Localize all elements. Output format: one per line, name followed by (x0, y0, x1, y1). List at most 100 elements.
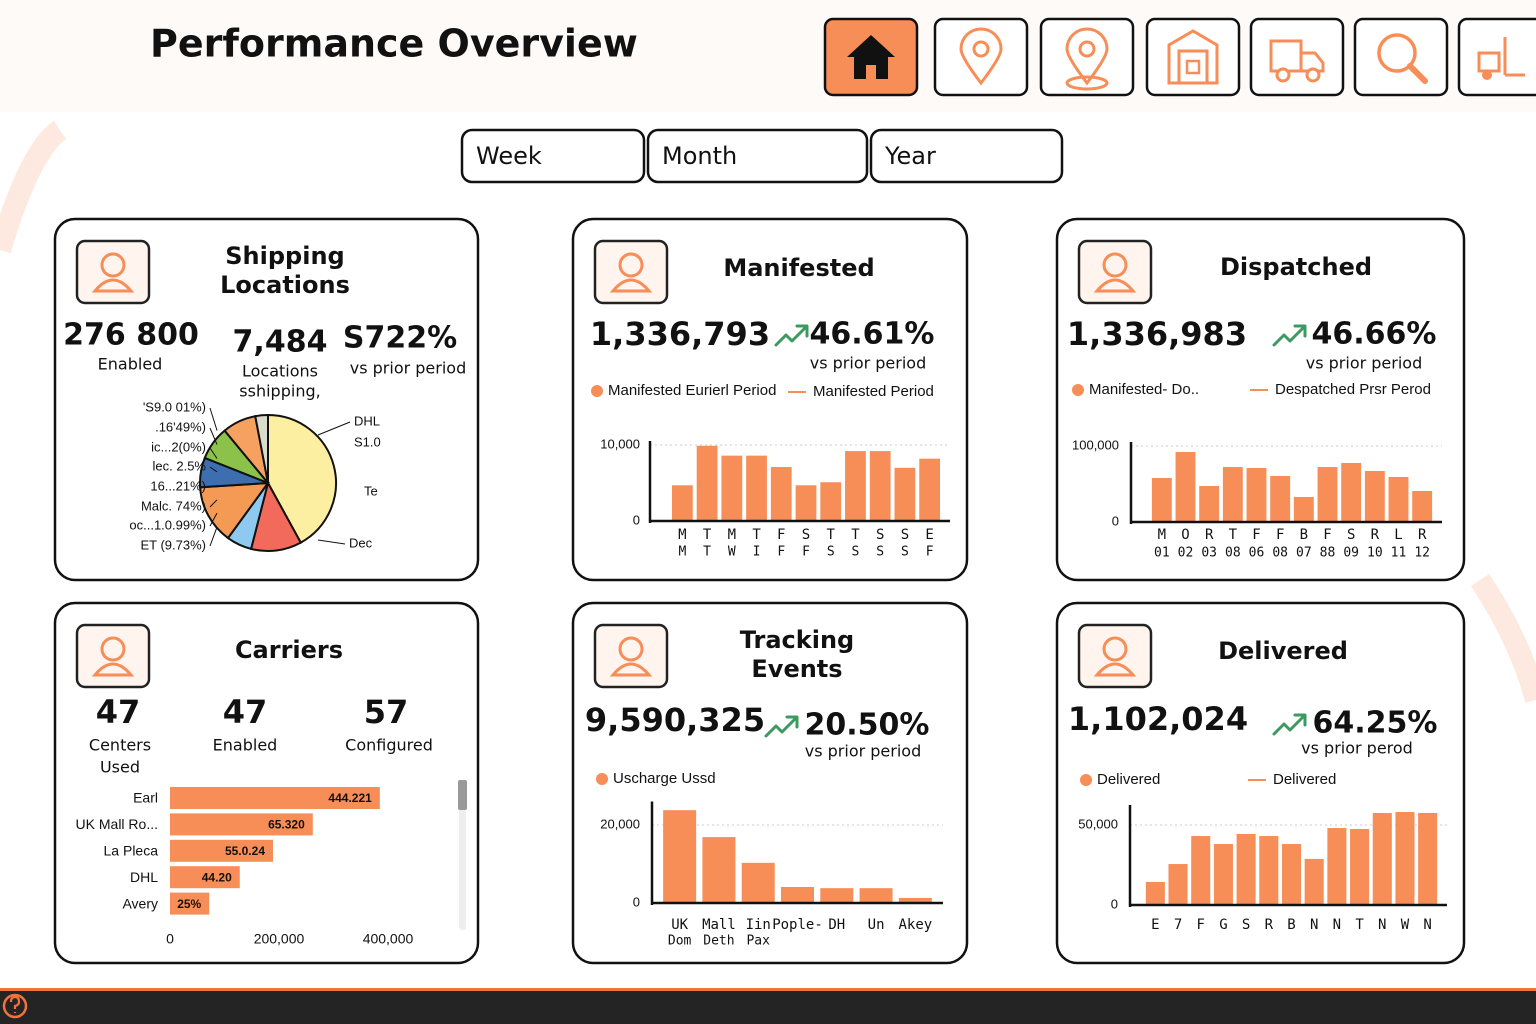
x-tick-label: M (1158, 527, 1166, 543)
pie-label: Malc. 74%) (141, 498, 206, 513)
bar (1175, 452, 1196, 522)
kpi-value: 1,336,793 (590, 315, 770, 353)
warehouse-box (1185, 59, 1201, 75)
x-tick-sublabel: 08 (1272, 546, 1288, 561)
kpi-value: 20.50% (805, 708, 930, 743)
bar (898, 897, 932, 903)
leader-line (209, 427, 218, 445)
bar (1199, 485, 1220, 522)
filter-label: Month (662, 142, 737, 170)
bar (1236, 833, 1256, 905)
x-tick-sublabel: 07 (1296, 546, 1312, 561)
x-tick-sublabel: Deth (703, 934, 734, 949)
kpi-label: Enabled (213, 736, 278, 755)
card-title: Tracking (740, 626, 854, 654)
y-tick-label: 0 (633, 512, 640, 527)
card (571, 217, 969, 582)
legend-label: Uscharge Ussd (613, 770, 716, 787)
bar (170, 787, 380, 809)
card-icon (100, 252, 126, 278)
x-tick-sublabel: 88 (1320, 546, 1336, 561)
card-icon (91, 662, 135, 677)
x-tick-sublabel: F (777, 545, 785, 560)
help-icon[interactable] (2, 993, 28, 1019)
bar (1317, 466, 1338, 522)
bar (741, 862, 775, 903)
bar (894, 467, 916, 521)
legend-label: Manifested Eurierl Period (608, 382, 776, 399)
wheel (1305, 67, 1321, 83)
legend-marker (596, 773, 608, 785)
bar (820, 482, 842, 521)
bar-text: 65.320 (268, 818, 305, 832)
page-title: Performance Overview (150, 22, 638, 66)
x-tick-label: T (703, 527, 712, 543)
pie-slice (199, 481, 271, 540)
pin-dot (1078, 40, 1096, 58)
legend-label: Delivered (1273, 771, 1336, 788)
pin-dot (972, 40, 990, 58)
x-tick-label: O (1181, 527, 1189, 543)
bar (1168, 864, 1188, 905)
bar (869, 451, 891, 521)
filter-button[interactable] (460, 128, 646, 184)
y-tick-label: 0 (1111, 896, 1118, 911)
bar (820, 888, 854, 903)
x-tick-label: DH (828, 917, 845, 933)
scrollbar-thumb[interactable] (458, 780, 467, 810)
y-tick-label: 10,000 (600, 436, 640, 451)
forklift-icon (1477, 37, 1525, 77)
x-tick-label: E (1151, 917, 1159, 933)
kpi-label: Centers (89, 736, 151, 755)
x-tick-label: T (1229, 527, 1238, 543)
x-tick-label: T (851, 527, 860, 543)
filter-button[interactable] (869, 128, 1064, 184)
y-tick-label: DHL (130, 869, 158, 885)
filter-label: Week (476, 142, 542, 170)
x-tick-sublabel: M (678, 545, 686, 560)
bar (795, 485, 817, 521)
search-icon (1377, 33, 1417, 73)
x-tick-label: F (1252, 527, 1260, 543)
x-tick-label: T (827, 527, 836, 543)
y-tick-label: 50,000 (1078, 816, 1118, 831)
filter-button[interactable] (646, 128, 869, 184)
y-tick-label: UK Mall Ro... (76, 816, 158, 832)
y-tick-label: La Pleca (104, 843, 159, 859)
pie-label: oc...1.0.99%) (129, 517, 206, 532)
home-icon (847, 35, 895, 79)
kpi-value: 46.66% (1312, 317, 1437, 352)
bar (1151, 477, 1172, 522)
pie-label: ET (9.73%) (140, 537, 206, 552)
x-tick-label: UK (671, 917, 688, 933)
bar (721, 455, 743, 521)
nav-button[interactable] (1353, 17, 1449, 97)
kpi-label: vs prior period (805, 742, 922, 761)
legend-label: Manifested Period (813, 383, 934, 400)
x-tick-sublabel: F (926, 545, 934, 560)
card-title: Manifested (723, 254, 874, 282)
x-tick-sublabel: I (753, 545, 761, 560)
x-tick-label: F (1197, 917, 1205, 933)
y-tick-label: 0 (1112, 513, 1119, 528)
y-tick-label: Earl (133, 790, 158, 806)
search-handle (1407, 63, 1428, 84)
x-tick-label: Un (868, 917, 885, 933)
x-tick-label: M (728, 527, 736, 543)
legend-label: Delivered (1097, 771, 1160, 788)
card-icon (1093, 278, 1137, 293)
scrollbar-track (459, 780, 466, 930)
x-tick-sublabel: 10 (1367, 546, 1383, 561)
wheel (1482, 70, 1492, 80)
bar (1412, 490, 1433, 522)
leader-line (209, 447, 218, 459)
kpi-label: Configured (345, 736, 433, 755)
pin-icon (959, 27, 1003, 86)
footer-line (0, 988, 1536, 991)
kpi-value: 9,590,325 (585, 701, 765, 739)
leader-line (209, 526, 218, 547)
legend-marker (591, 385, 603, 397)
bar (1213, 844, 1233, 905)
nav-button[interactable] (1249, 17, 1345, 97)
